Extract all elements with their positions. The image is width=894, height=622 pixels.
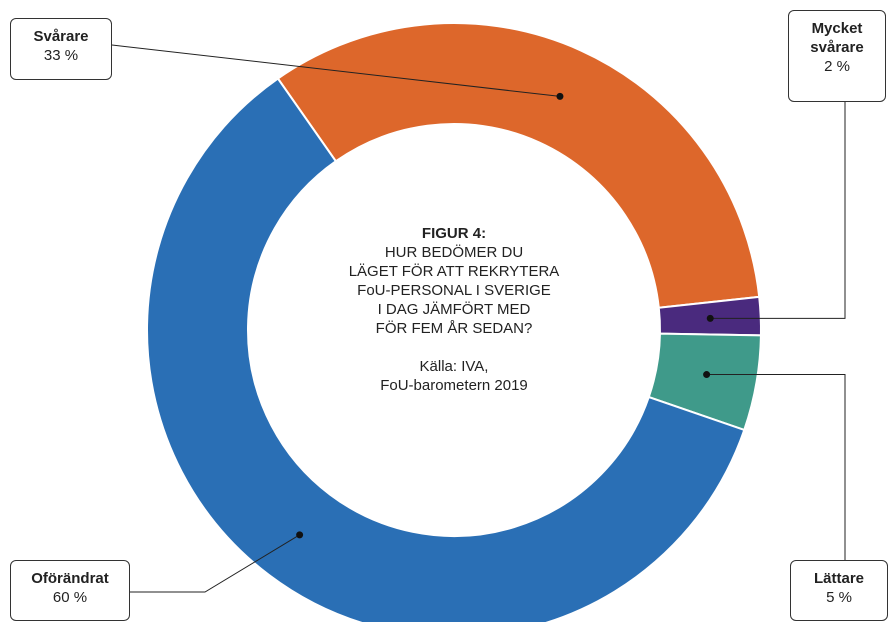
subtitle-line: FÖR FEM ÅR SEDAN? (375, 320, 533, 337)
value-label: 2 % (824, 58, 850, 75)
leader-line (706, 374, 846, 560)
donut-segment (146, 77, 746, 622)
leader-dot (296, 531, 304, 539)
category-label: Svårare (33, 28, 89, 45)
subtitle-line: HUR BEDÖMER DU (384, 244, 524, 261)
chart-title: FIGUR 4: (421, 225, 487, 242)
value-label: 5 % (826, 589, 852, 606)
center-text: FIGUR 4: HUR BEDÖMER DU LÄGET FÖR ATT REK… (304, 224, 604, 395)
donut-segment (276, 22, 761, 309)
source-line: FoU-barometern 2019 (380, 377, 528, 394)
value-label: 33 % (43, 47, 79, 64)
label-box: Svårare 33 % (10, 18, 112, 80)
label-box: Mycket svårare 2 % (788, 10, 886, 102)
label-box: Lättare 5 % (790, 560, 888, 621)
subtitle-line: FoU-PERSONAL I SVERIGE (357, 282, 551, 299)
category-label: Mycket svårare (810, 20, 864, 56)
label-box: Oförändrat 60 % (10, 560, 130, 621)
value-label: 60 % (52, 589, 88, 606)
leader-line (710, 102, 846, 319)
source-line: Källa: IVA, (419, 358, 489, 375)
leader-dot (703, 371, 711, 379)
subtitle-line: I DAG JÄMFÖRT MED (377, 301, 531, 318)
leader-dot (706, 314, 714, 322)
leader-line (130, 534, 300, 593)
leader-line (111, 44, 561, 97)
subtitle-line: LÄGET FÖR ATT REKRYTERA (348, 263, 560, 280)
category-label: Oförändrat (31, 570, 109, 587)
category-label: Lättare (813, 570, 865, 587)
leader-dot (556, 92, 564, 100)
